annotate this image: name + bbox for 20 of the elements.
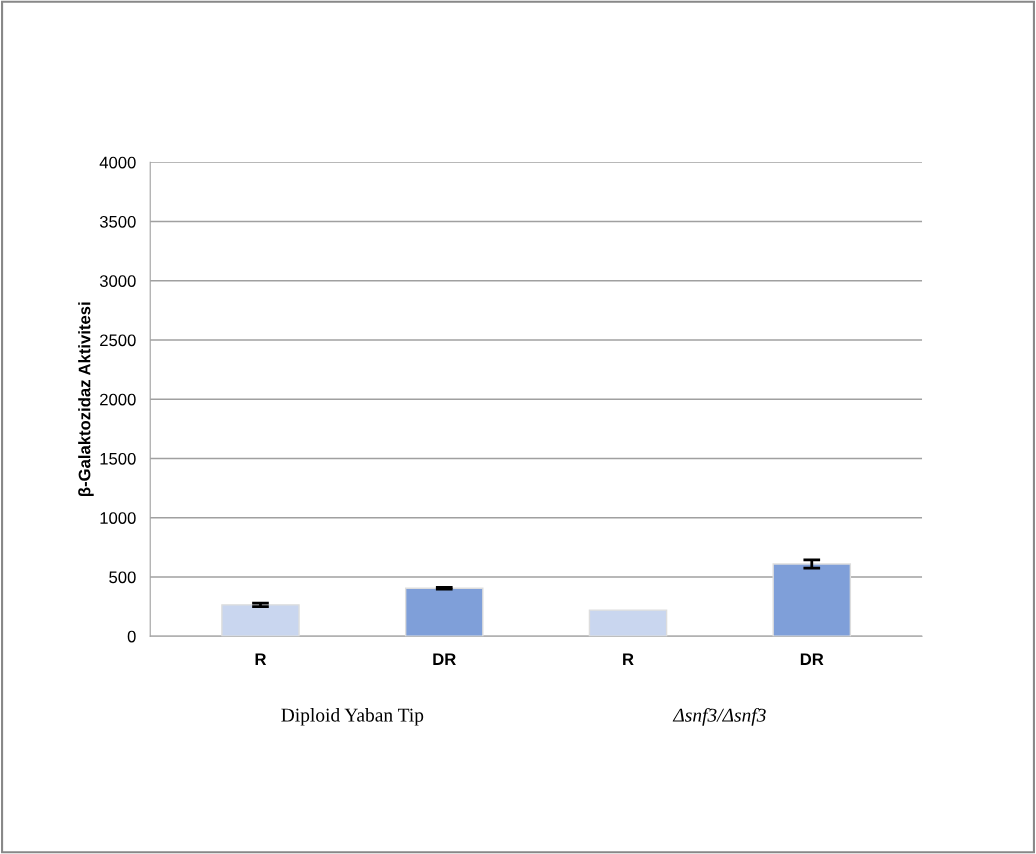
y-tick-label: 1500 bbox=[100, 452, 136, 465]
y-tick-label: 3000 bbox=[99, 275, 136, 287]
text: Δsnf3/Δsnf3 bbox=[672, 707, 766, 726]
bar bbox=[221, 604, 300, 637]
x-tick-label: DR bbox=[800, 653, 824, 665]
x-tick-label: R bbox=[255, 653, 267, 665]
bar bbox=[588, 609, 668, 637]
y-tick-label: 4000 bbox=[99, 156, 136, 169]
bar bbox=[772, 563, 852, 637]
y-tick-label: 0 bbox=[127, 630, 136, 643]
text: Diploid Yaban Tip bbox=[281, 707, 424, 726]
y-tick-label: 1000 bbox=[100, 512, 136, 524]
x-tick-label: DR bbox=[433, 653, 456, 665]
bar bbox=[404, 587, 484, 637]
x-tick-label: R bbox=[623, 653, 634, 665]
y-axis-title: β-Galaktozidaz Aktivitesi bbox=[78, 302, 94, 496]
y-tick-label: 3500 bbox=[99, 215, 136, 228]
y-tick-label: 2000 bbox=[100, 393, 136, 406]
y-tick-label: 2500 bbox=[100, 334, 136, 347]
y-tick-label: 500 bbox=[109, 571, 136, 584]
